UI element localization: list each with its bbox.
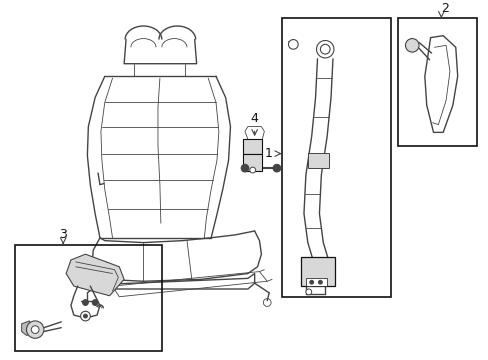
Text: 4: 4 (250, 112, 258, 125)
Circle shape (272, 164, 280, 172)
Circle shape (249, 167, 255, 173)
Bar (281, 18, 390, 297)
Bar (397, 18, 476, 146)
Circle shape (82, 300, 88, 305)
Circle shape (31, 326, 39, 333)
Polygon shape (307, 153, 328, 168)
Bar (243, 139, 262, 154)
Bar (305, 278, 326, 286)
Bar (243, 154, 262, 171)
Circle shape (83, 314, 87, 318)
Circle shape (305, 289, 311, 295)
Polygon shape (21, 321, 32, 336)
Text: 3: 3 (59, 228, 67, 240)
Circle shape (81, 311, 90, 321)
Circle shape (288, 40, 298, 49)
Circle shape (405, 39, 418, 52)
Polygon shape (66, 254, 124, 296)
Circle shape (241, 164, 248, 172)
Bar (301, 257, 334, 286)
Text: 1: 1 (264, 147, 271, 160)
Text: 2: 2 (441, 3, 448, 15)
Circle shape (309, 280, 313, 284)
Circle shape (318, 280, 322, 284)
Circle shape (26, 321, 44, 338)
Circle shape (92, 300, 98, 305)
Bar (15, 244, 162, 351)
